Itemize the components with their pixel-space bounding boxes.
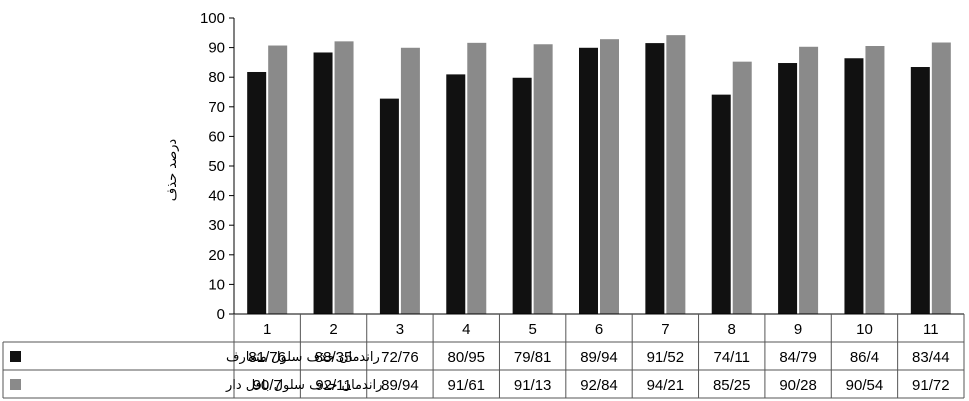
bar-conventional-2 [313,52,333,314]
legend-swatch-conventional [10,351,21,362]
bar-conventional-4 [446,74,466,314]
y-axis-label: درصد حذف [165,139,180,202]
bar-conventional-7 [645,43,665,314]
data-label: 91/61 [447,377,485,394]
y-tick-label: 30 [208,217,225,234]
y-tick-label: 100 [200,10,225,27]
bar-conventional-5 [512,77,532,315]
x-tick-label: 2 [329,321,337,338]
data-label: 91/72 [912,377,950,394]
bar-baffled-3 [400,47,420,315]
data-label: 84/79 [779,349,817,366]
legend-label-baffled: راندمان حذف سلول بافل دار [225,378,382,393]
bar-baffled-11 [931,42,951,315]
bar-baffled-7 [666,35,686,315]
y-tick-label: 20 [208,247,225,264]
y-tick-label: 80 [208,69,225,86]
data-label: 90/54 [846,377,884,394]
y-tick-label: 0 [217,306,225,323]
x-tick-label: 4 [462,321,470,338]
data-label: 85/25 [713,377,751,394]
x-tick-label: 1 [263,321,271,338]
bars [247,35,951,315]
bar-baffled-8 [732,61,752,314]
data-label: 72/76 [381,349,419,366]
x-tick-label: 9 [794,321,802,338]
data-label: 89/94 [580,349,618,366]
data-label: 83/44 [912,349,950,366]
data-table: 1 2 3 4 5 6 7 8 9 10 11 راندمان حذف سلول متعارف81/7… [2,313,965,399]
y-tick-label: 70 [208,99,225,116]
bar-baffled-2 [334,41,354,314]
data-label: 89/94 [381,377,419,394]
data-label: 90/28 [779,377,817,394]
data-label: 79/81 [514,349,552,366]
data-label: 90/7 [253,377,282,394]
bar-conventional-9 [778,63,798,314]
data-label: 74/11 [714,349,750,366]
data-label: 80/95 [447,349,485,366]
bar-conventional-3 [379,98,399,314]
x-tick-label: 8 [728,321,736,338]
axes: 0 10 20 30 40 50 60 70 80 90 100 [200,10,235,323]
legend-label-conventional: راندمان حذف سلول متعارف [226,350,380,365]
bar-conventional-11 [910,67,930,314]
data-label: 86/4 [850,349,879,366]
data-label: 91/13 [514,377,552,394]
bar-baffled-6 [600,39,619,314]
x-tick-label: 6 [595,321,603,338]
bar-baffled-9 [799,46,819,314]
bar-baffled-4 [467,42,487,314]
bar-baffled-10 [865,46,885,315]
y-tick-label: 10 [208,276,225,293]
data-label: 81/76 [248,349,286,366]
y-tick-label: 60 [208,128,225,145]
data-label: 92/11 [315,377,351,394]
data-label: 92/84 [580,377,618,394]
legend-swatch-baffled [10,379,21,390]
bar-conventional-8 [711,94,731,314]
x-tick-label: 11 [923,321,939,338]
data-label: 88/35 [315,349,353,366]
x-tick-label: 7 [661,321,669,338]
bar-baffled-1 [268,45,288,314]
bar-baffled-5 [533,44,553,315]
y-tick-label: 50 [208,158,225,175]
data-label: 91/52 [647,349,685,366]
y-tick-label: 90 [208,40,225,57]
bar-conventional-10 [844,58,864,315]
data-label: 94/21 [647,377,685,394]
x-tick-label: 10 [856,321,873,338]
x-tick-label: 5 [528,321,536,338]
x-tick-label: 3 [396,321,404,338]
bar-conventional-1 [247,71,267,314]
y-tick-label: 40 [208,188,225,205]
bar-conventional-6 [579,47,598,315]
